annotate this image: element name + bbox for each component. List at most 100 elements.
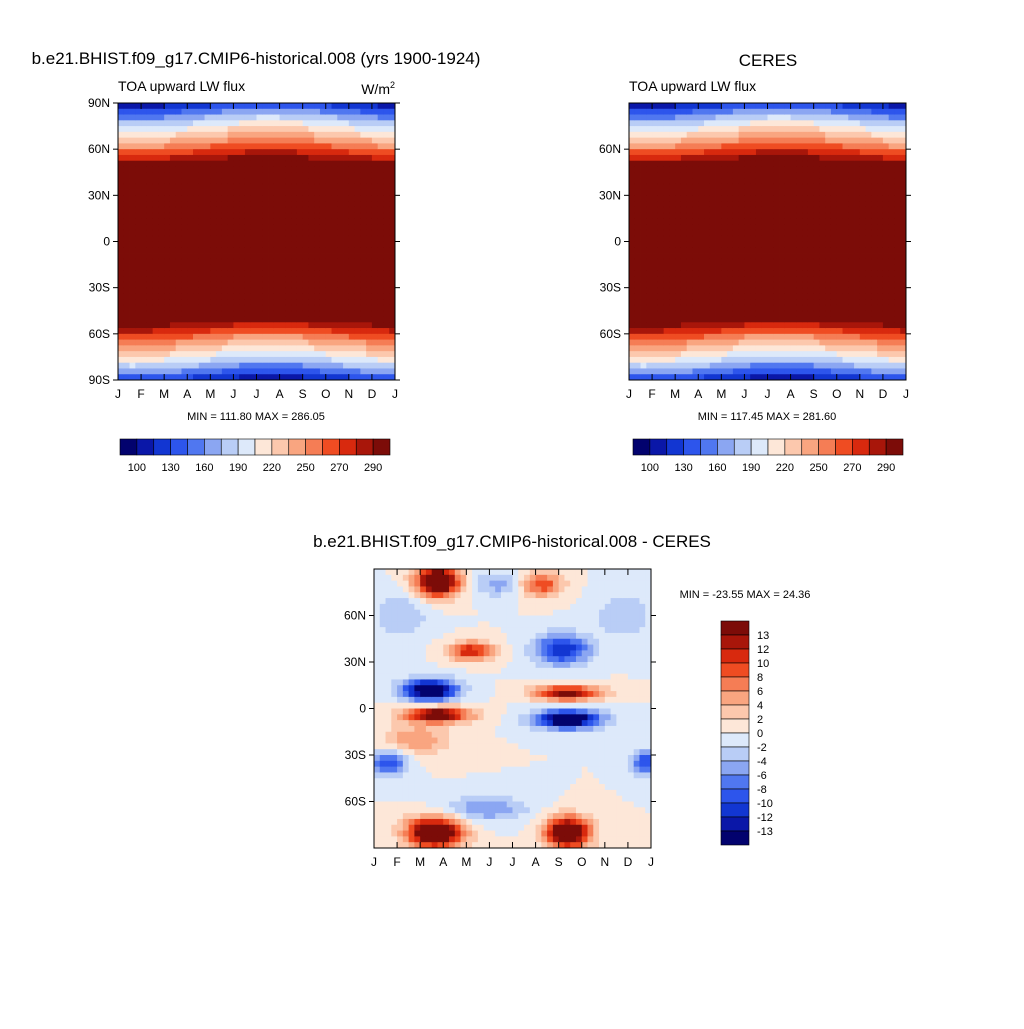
model-cell xyxy=(274,259,280,265)
model-cell xyxy=(147,201,153,207)
model-cell xyxy=(210,288,216,294)
model-cell xyxy=(378,334,384,340)
model-cell xyxy=(228,357,234,363)
obs-cell xyxy=(716,305,722,311)
model-cell xyxy=(187,357,193,363)
obs-cell xyxy=(756,340,762,346)
obs-cell xyxy=(768,138,774,144)
model-cell xyxy=(366,224,372,230)
model-cell xyxy=(210,166,216,172)
model-cell xyxy=(239,138,245,144)
model-x-tick-label: A xyxy=(276,387,284,401)
model-cell xyxy=(366,120,372,126)
obs-cell xyxy=(871,253,877,259)
model-cell xyxy=(297,109,303,115)
obs-cell xyxy=(831,265,837,271)
obs-cell xyxy=(681,236,687,242)
diff-cell xyxy=(380,755,386,761)
model-cell xyxy=(141,155,147,161)
model-cell xyxy=(233,345,239,351)
model-cell xyxy=(337,166,343,172)
model-cell xyxy=(366,184,372,190)
obs-cell xyxy=(894,345,900,351)
model-cell xyxy=(228,363,234,369)
obs-cell xyxy=(814,213,820,219)
obs-cell xyxy=(721,270,727,276)
model-cell xyxy=(320,190,326,196)
model-cell xyxy=(389,247,395,253)
obs-cell xyxy=(814,120,820,126)
model-cell xyxy=(303,317,309,323)
obs-cell xyxy=(785,357,791,363)
model-cell xyxy=(135,328,141,334)
obs-cell xyxy=(739,374,745,380)
model-cell xyxy=(297,270,303,276)
obs-cell xyxy=(716,195,722,201)
obs-cell xyxy=(866,242,872,248)
obs-cell xyxy=(871,305,877,311)
obs-cell xyxy=(687,247,693,253)
model-cell xyxy=(332,317,338,323)
obs-cell xyxy=(883,247,889,253)
obs-cell xyxy=(773,328,779,334)
obs-cell xyxy=(894,184,900,190)
model-cell xyxy=(285,305,291,311)
model-cell xyxy=(297,363,303,369)
model-cell xyxy=(332,305,338,311)
obs-cell xyxy=(727,178,733,184)
model-cell xyxy=(205,259,211,265)
model-cell xyxy=(153,293,159,299)
obs-cell xyxy=(664,328,670,334)
diff-cell xyxy=(380,813,386,819)
model-cell xyxy=(326,311,332,317)
model-cell xyxy=(332,120,338,126)
model-cell xyxy=(372,149,378,155)
obs-cell xyxy=(773,201,779,207)
model-cell xyxy=(274,161,280,167)
obs-cell xyxy=(877,109,883,115)
obs-cell xyxy=(762,317,768,323)
obs-cell xyxy=(664,311,670,317)
obs-cell xyxy=(716,190,722,196)
obs-cell xyxy=(710,293,716,299)
model-cell xyxy=(135,282,141,288)
model-cell xyxy=(164,126,170,132)
obs-cell xyxy=(894,288,900,294)
obs-cell xyxy=(681,305,687,311)
obs-cell xyxy=(831,213,837,219)
model-cell xyxy=(245,195,251,201)
model-cell xyxy=(193,282,199,288)
model-cell xyxy=(124,357,130,363)
obs-cell xyxy=(750,103,756,109)
model-cell xyxy=(366,166,372,172)
diff-cell xyxy=(397,616,403,622)
obs-cell xyxy=(871,270,877,276)
model-cell xyxy=(135,305,141,311)
obs-cell xyxy=(889,195,895,201)
model-cell xyxy=(383,311,389,317)
obs-cell xyxy=(727,368,733,374)
model-cell xyxy=(257,201,263,207)
model-cell xyxy=(130,109,136,115)
obs-cell xyxy=(808,368,814,374)
model-cell xyxy=(337,172,343,178)
diff-cell xyxy=(380,807,386,813)
obs-cell xyxy=(825,293,831,299)
model-cell xyxy=(210,247,216,253)
model-cell xyxy=(343,236,349,242)
obs-cell xyxy=(698,195,704,201)
diff-cell xyxy=(374,586,380,592)
obs-cell xyxy=(871,311,877,317)
obs-cell xyxy=(796,305,802,311)
colorbar-tick-label: 220 xyxy=(776,462,794,474)
obs-cell xyxy=(750,166,756,172)
model-cell xyxy=(383,305,389,311)
model-cell xyxy=(257,270,263,276)
model-cell xyxy=(349,340,355,346)
obs-cell xyxy=(848,103,854,109)
model-cell xyxy=(141,328,147,334)
model-cell xyxy=(239,230,245,236)
obs-cell xyxy=(698,363,704,369)
model-cell xyxy=(245,345,251,351)
model-cell xyxy=(303,374,309,380)
